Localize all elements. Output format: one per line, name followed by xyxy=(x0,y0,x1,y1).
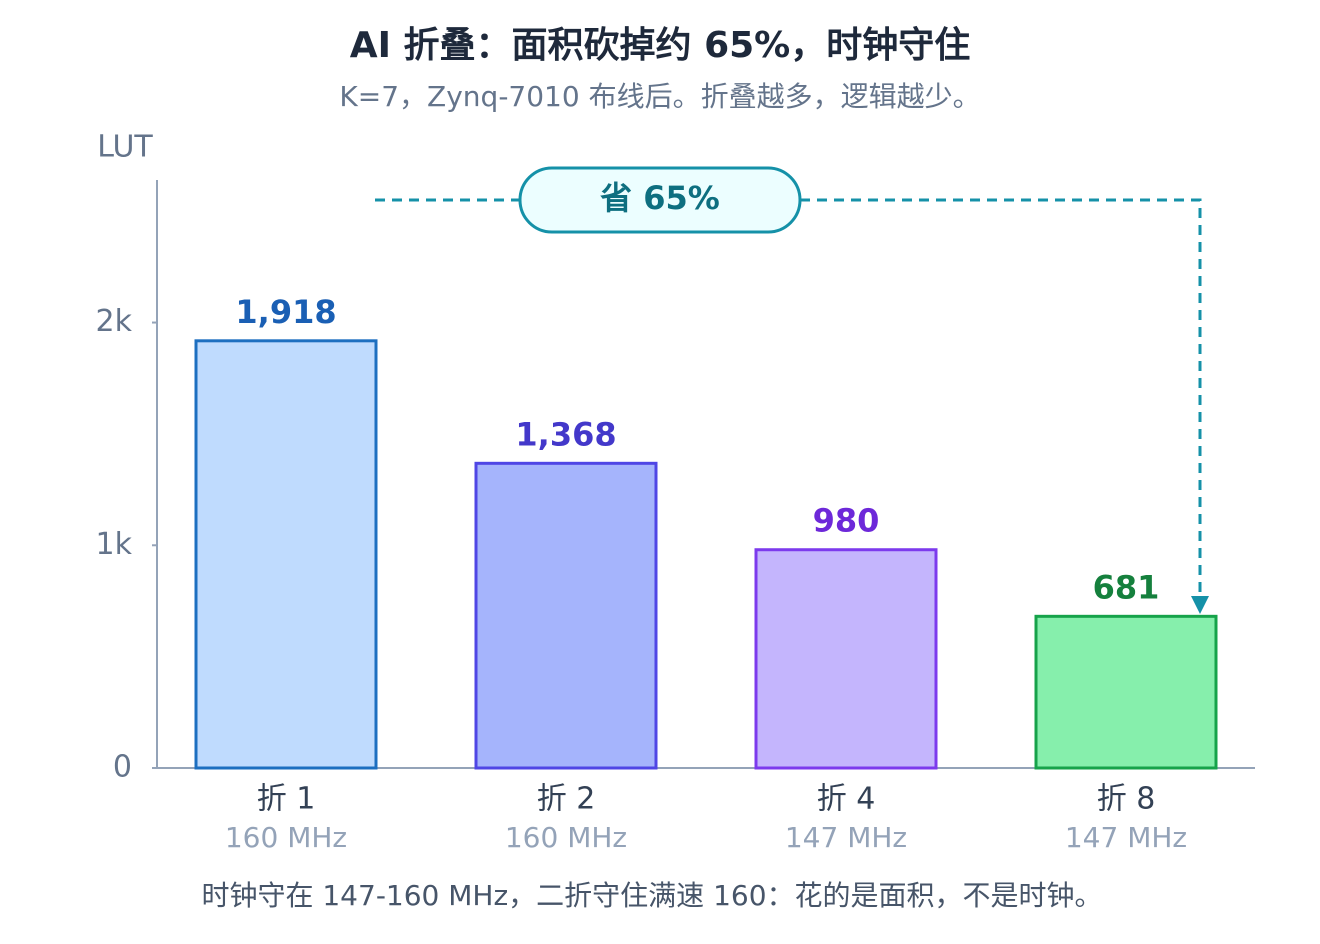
chart-title: AI 折叠：面积砍掉约 65%，时钟守住 xyxy=(350,25,971,66)
x-tick-label: 折 4 xyxy=(817,782,876,817)
y-tick-label: 2k xyxy=(96,304,133,339)
chart-subtitle: K=7，Zynq-7010 布线后。折叠越多，逻辑越少。 xyxy=(339,80,980,113)
bar xyxy=(194,339,378,770)
x-sub-label: 147 MHz xyxy=(785,821,907,854)
value-label: 980 xyxy=(813,502,880,540)
x-sub-label: 160 MHz xyxy=(225,821,347,854)
annotation-arrow xyxy=(375,198,1200,605)
x-tick-label: 折 8 xyxy=(1097,782,1156,817)
y-axis-title: LUT xyxy=(97,130,153,165)
value-label: 681 xyxy=(1093,568,1160,606)
y-tick-label: 1k xyxy=(96,527,133,562)
bar xyxy=(1034,614,1218,770)
value-label: 1,368 xyxy=(515,415,616,453)
x-sub-label: 160 MHz xyxy=(505,821,627,854)
annotation-pill xyxy=(518,166,802,234)
x-sub-label: 147 MHz xyxy=(1065,821,1187,854)
note: 时钟守在 147-160 MHz，二折守住满速 160：花的是面积，不是时钟。 xyxy=(201,879,1102,912)
annotation: 省 65% xyxy=(600,179,720,217)
y-tick-label: 0 xyxy=(113,750,132,785)
x-tick-label: 折 2 xyxy=(537,782,596,817)
bar xyxy=(754,548,938,770)
bar xyxy=(474,461,658,770)
value-label: 1,918 xyxy=(235,293,336,331)
x-tick-label: 折 1 xyxy=(257,782,316,817)
